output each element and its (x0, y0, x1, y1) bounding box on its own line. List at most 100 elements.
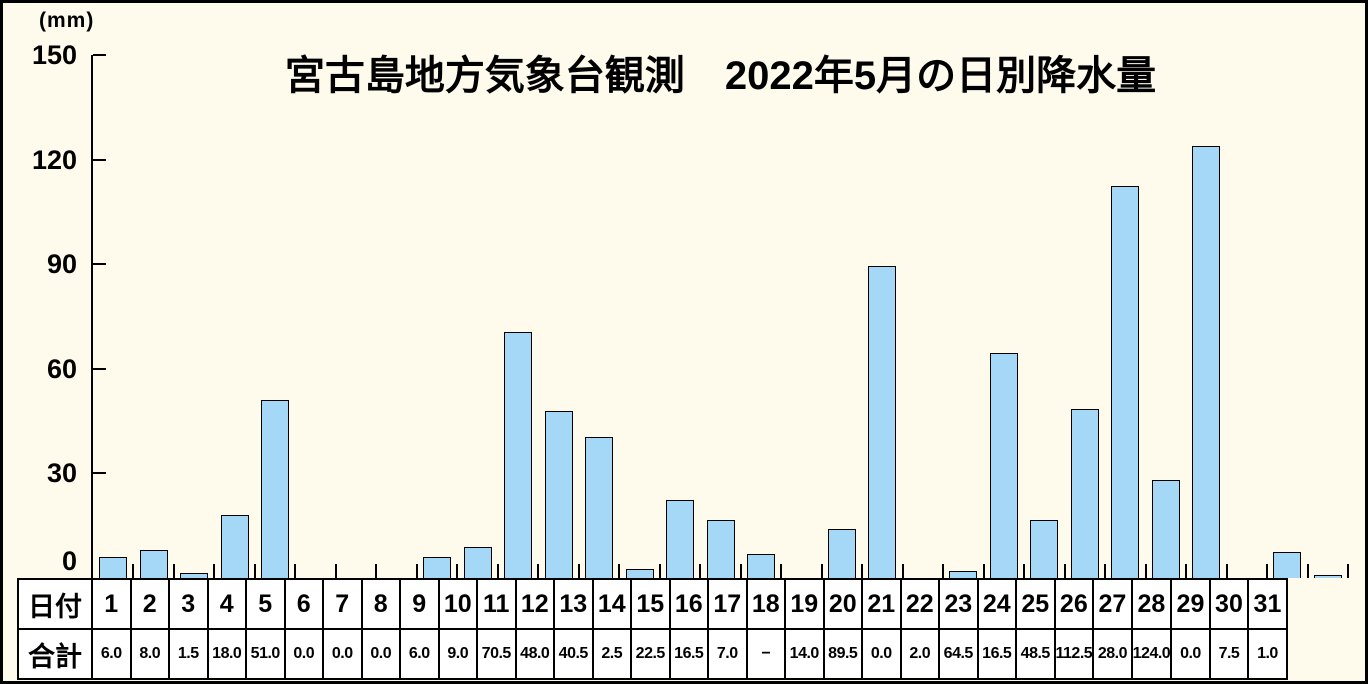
y-axis-tick (93, 54, 106, 56)
total-cell-19: 14.0 (784, 628, 825, 680)
x-axis-tick (294, 564, 297, 578)
total-cell-27: 28.0 (1092, 628, 1133, 680)
x-axis-tick (415, 564, 418, 578)
x-axis-tick (1104, 564, 1107, 578)
bar-day-11 (504, 332, 533, 578)
total-cell-14: 2.5 (591, 628, 632, 680)
y-tick-label: 0 (61, 546, 77, 576)
date-cell-9: 9 (399, 578, 440, 630)
x-axis-tick (1063, 564, 1066, 578)
x-axis-tick (213, 564, 216, 578)
total-cell-12: 48.0 (514, 628, 555, 680)
x-axis-tick (1266, 564, 1269, 578)
date-cell-17: 17 (707, 578, 748, 630)
date-cell-31: 31 (1247, 578, 1288, 630)
bar-day-3 (180, 572, 209, 578)
bar-day-27 (1151, 480, 1180, 578)
total-cell-24: 16.5 (976, 628, 1017, 680)
x-axis-tick (1306, 564, 1309, 578)
y-tick-label: 150 (31, 40, 77, 70)
y-axis (91, 55, 93, 578)
total-cell-3: 1.5 (168, 628, 209, 680)
date-cell-6: 6 (283, 578, 324, 630)
x-axis-tick (901, 564, 904, 578)
total-cell-13: 40.5 (553, 628, 594, 680)
bar-day-31 (1313, 574, 1342, 578)
total-cell-18: − (745, 628, 786, 680)
total-cell-10: 9.0 (437, 628, 478, 680)
date-row: 日付 1 2 3 4 5 6 7 8 9 10 11 12 13 14 15 16 17 18 19 20 21 22 23… (17, 578, 1288, 630)
date-cell-20: 20 (822, 578, 863, 630)
x-axis-tick (253, 564, 256, 578)
bar-day-2 (139, 550, 168, 578)
x-axis-tick (1023, 564, 1026, 578)
total-cell-17: 7.0 (707, 628, 748, 680)
x-axis-tick (172, 564, 175, 578)
total-cell-16: 16.5 (668, 628, 709, 680)
y-axis-tick (93, 367, 106, 370)
date-cell-2: 2 (129, 578, 170, 630)
date-row-header: 日付 (17, 578, 93, 630)
x-axis-tick (658, 564, 661, 578)
bar-day-22 (949, 571, 978, 578)
x-axis-tick (132, 564, 135, 578)
date-cell-7: 7 (322, 578, 363, 630)
date-cell-29: 29 (1170, 578, 1211, 630)
total-cell-20: 89.5 (822, 628, 863, 680)
chart-title: 宮古島地方気象台観測 2022年5月の日別降水量 (284, 54, 1157, 98)
x-axis-tick (820, 564, 823, 578)
total-cell-21: 0.0 (861, 628, 902, 680)
bar-day-4 (220, 515, 249, 578)
data-table: 日付 1 2 3 4 5 6 7 8 9 10 11 12 13 14 15 16 17 18 19 20 21 22 23… (17, 578, 1288, 680)
bar-day-13 (585, 436, 614, 578)
date-cell-28: 28 (1130, 578, 1173, 630)
total-cell-22: 2.0 (899, 628, 940, 680)
bar-day-17 (746, 553, 775, 578)
date-cell-21: 21 (861, 578, 902, 630)
date-cell-19: 19 (784, 578, 825, 630)
date-cell-12: 12 (514, 578, 555, 630)
bar-day-30 (1273, 551, 1302, 578)
bar-day-23 (989, 353, 1018, 578)
date-cell-10: 10 (437, 578, 478, 630)
date-cell-4: 4 (206, 578, 247, 630)
bar-day-5 (261, 400, 290, 578)
total-cell-28: 124.0 (1130, 628, 1173, 680)
x-axis-tick (982, 564, 985, 578)
x-axis-tick (456, 564, 459, 578)
x-axis-tick (1347, 564, 1349, 578)
total-cell-8: 0.0 (360, 628, 401, 680)
date-cell-3: 3 (168, 578, 209, 630)
bar-day-16 (706, 520, 735, 578)
x-axis-tick (577, 564, 580, 578)
bar-day-10 (463, 546, 492, 578)
x-axis-tick (1144, 564, 1147, 578)
total-cell-1: 6.0 (91, 628, 132, 680)
bar-day-14 (625, 569, 654, 578)
x-axis-tick (942, 564, 945, 578)
y-tick-label: 90 (46, 249, 77, 280)
y-tick-label: 60 (46, 353, 77, 384)
bar-day-12 (544, 410, 573, 578)
total-cell-4: 18.0 (206, 628, 247, 680)
y-axis-tick (93, 472, 106, 475)
total-cell-29: 0.0 (1170, 628, 1211, 680)
x-axis-tick (375, 564, 378, 578)
y-axis-tick (93, 263, 106, 266)
bar-day-1 (99, 557, 128, 578)
date-cell-14: 14 (591, 578, 632, 630)
x-axis-tick (334, 564, 337, 578)
date-cell-15: 15 (630, 578, 671, 630)
bar-day-15 (666, 499, 695, 578)
bar-day-26 (1111, 185, 1140, 578)
total-cell-2: 8.0 (129, 628, 170, 680)
date-cell-30: 30 (1208, 578, 1250, 630)
total-cell-9: 6.0 (399, 628, 440, 680)
bar-day-9 (423, 557, 452, 578)
date-cell-26: 26 (1053, 578, 1095, 630)
total-cell-25: 48.5 (1015, 628, 1056, 680)
date-cell-18: 18 (745, 578, 786, 630)
total-cell-26: 112.5 (1053, 628, 1095, 680)
bar-day-24 (1030, 520, 1059, 578)
